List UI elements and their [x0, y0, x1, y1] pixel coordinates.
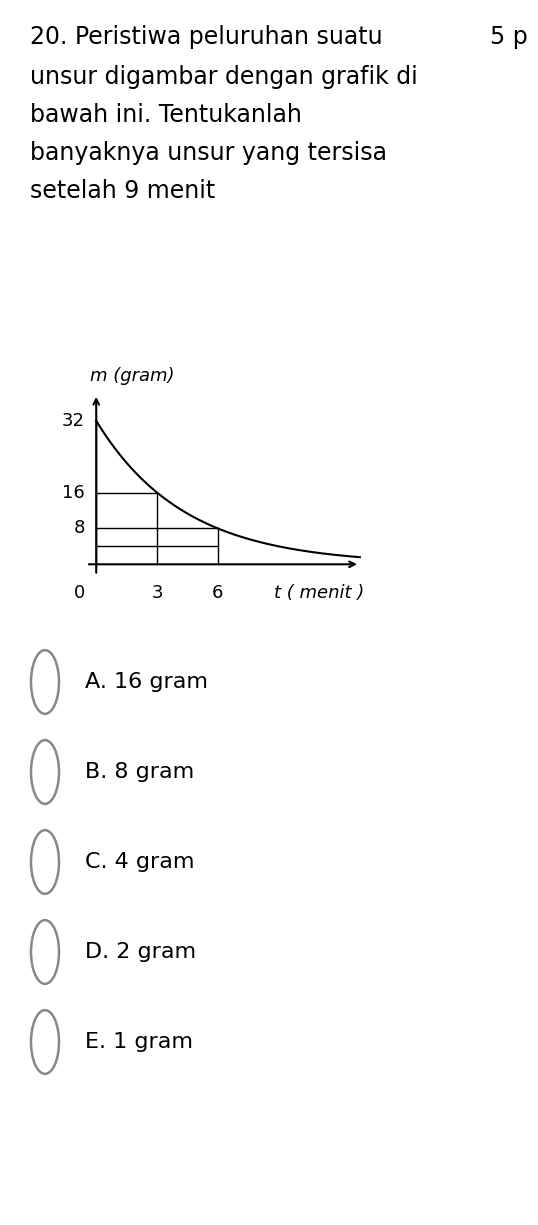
- Text: 6: 6: [212, 584, 224, 603]
- Text: m (gram): m (gram): [90, 368, 175, 385]
- Text: 32: 32: [62, 412, 85, 430]
- Text: setelah 9 menit: setelah 9 menit: [30, 179, 215, 203]
- Text: t ( menit ): t ( menit ): [274, 584, 364, 603]
- Text: 0: 0: [74, 584, 85, 603]
- Text: banyaknya unsur yang tersisa: banyaknya unsur yang tersisa: [30, 141, 387, 165]
- Text: 20. Peristiwa peluruhan suatu: 20. Peristiwa peluruhan suatu: [30, 24, 383, 49]
- Text: 3: 3: [151, 584, 163, 603]
- Text: A. 16 gram: A. 16 gram: [85, 673, 208, 692]
- Text: bawah ini. Tentukanlah: bawah ini. Tentukanlah: [30, 103, 302, 127]
- Text: B. 8 gram: B. 8 gram: [85, 762, 194, 782]
- Text: unsur digambar dengan grafik di: unsur digambar dengan grafik di: [30, 65, 417, 89]
- Text: 16: 16: [62, 484, 85, 501]
- Text: E. 1 gram: E. 1 gram: [85, 1031, 193, 1052]
- Text: D. 2 gram: D. 2 gram: [85, 942, 196, 962]
- Text: 5 p: 5 p: [490, 24, 528, 49]
- Text: C. 4 gram: C. 4 gram: [85, 853, 195, 872]
- Text: 8: 8: [74, 519, 85, 538]
